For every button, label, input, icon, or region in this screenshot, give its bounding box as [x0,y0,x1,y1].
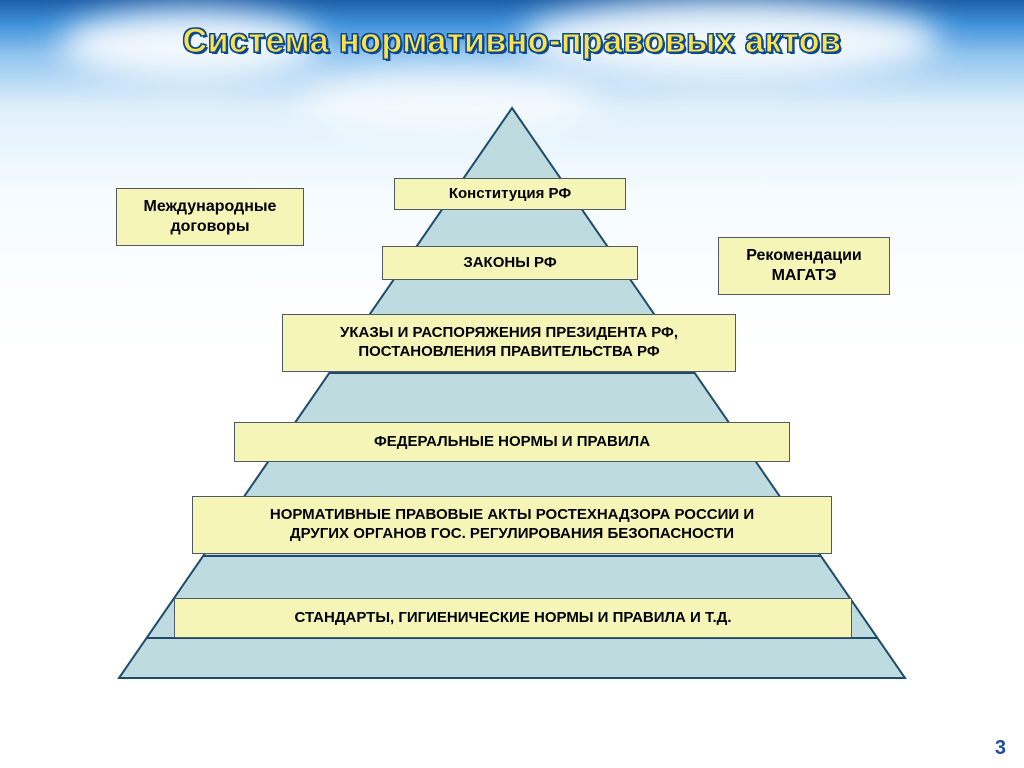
pyramid-level-5: СТАНДАРТЫ, ГИГИЕНИЧЕСКИЕ НОРМЫ И ПРАВИЛА… [174,598,852,638]
slide-stage: Система нормативно-правовых актов Междун… [0,0,1024,768]
pyramid-level-2: УКАЗЫ И РАСПОРЯЖЕНИЯ ПРЕЗИДЕНТА РФ, ПОСТ… [282,314,736,372]
side-box-international: Международные договоры [116,188,304,246]
pyramid-shape [0,0,1024,768]
pyramid-level-1: ЗАКОНЫ РФ [382,246,638,280]
page-number: 3 [995,737,1006,760]
pyramid-level-3: ФЕДЕРАЛЬНЫЕ НОРМЫ И ПРАВИЛА [234,422,790,462]
side-box-iaea: Рекомендации МАГАТЭ [718,237,890,295]
pyramid-level-0: Конституция РФ [394,178,626,210]
pyramid-level-4: НОРМАТИВНЫЕ ПРАВОВЫЕ АКТЫ РОСТЕХНАДЗОРА … [192,496,832,554]
